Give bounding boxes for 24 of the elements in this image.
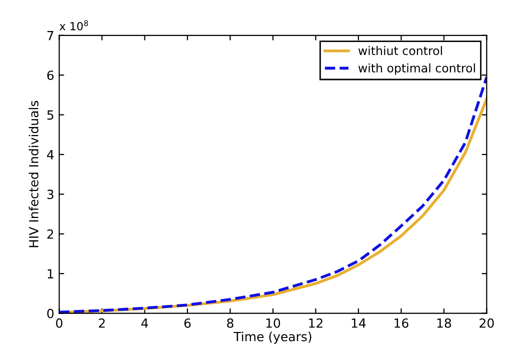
text: x 10$^{8}$ <box>60 20 88 30</box>
y-tick-label: 4 <box>47 150 54 160</box>
x-tick-label: 14 <box>352 318 366 328</box>
x-tick-label: 18 <box>437 318 452 328</box>
y-tick-label: 0 <box>47 308 54 318</box>
x-tick-label: 2 <box>98 318 105 328</box>
y-tick-label: 1 <box>48 269 54 278</box>
x-axis-title: Time (years) <box>234 332 312 344</box>
x-tick-label: 12 <box>309 318 322 328</box>
legend-label: with optimal control <box>358 63 475 75</box>
x-tick-label: 4 <box>141 318 148 328</box>
x-tick-label: 0 <box>56 318 62 328</box>
y-tick-label: 2 <box>47 229 54 239</box>
y-tick-label: 5 <box>47 110 54 120</box>
x-tick-label: 6 <box>184 318 191 328</box>
y-tick-label: 6 <box>47 70 54 80</box>
x-tick-label: 8 <box>227 318 234 328</box>
x-tick-label: 20 <box>480 318 494 328</box>
x-tick-label: 10 <box>266 318 280 328</box>
y-axis-title: HIV Infected Individuals <box>28 100 38 248</box>
x-tick-label: 16 <box>394 318 408 328</box>
y-tick-label: 3 <box>47 190 54 200</box>
legend-label: withiut control <box>358 46 442 56</box>
y-tick-label: 7 <box>47 31 54 40</box>
